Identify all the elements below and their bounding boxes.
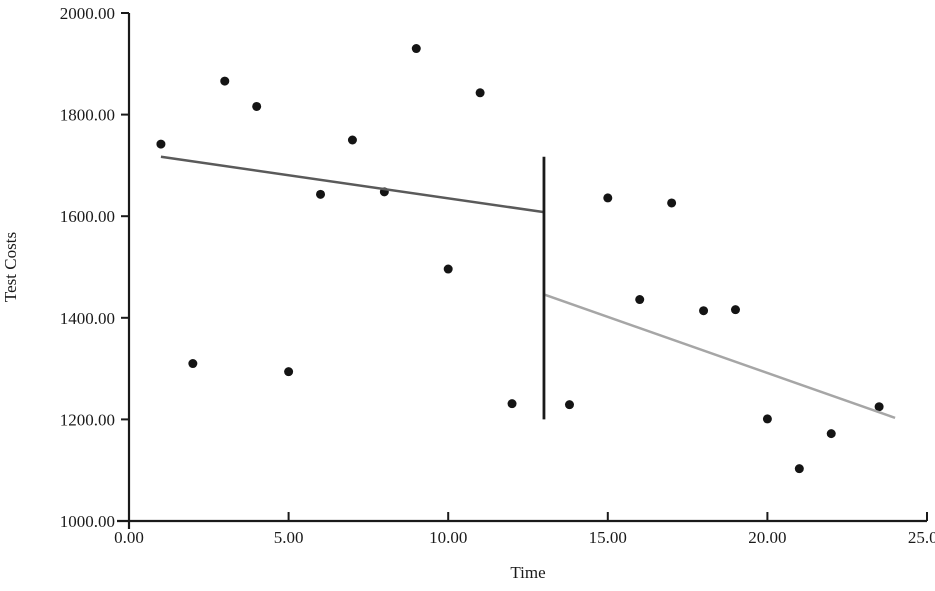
pre-intervention-points-marker	[411, 44, 421, 54]
post-intervention-points-marker	[730, 305, 740, 315]
y-tick-label: 1600.00	[60, 207, 115, 226]
pre-intervention-points-marker	[347, 135, 357, 145]
pre-intervention-points-marker	[252, 101, 262, 111]
x-tick-label: 15.00	[589, 528, 627, 547]
pre-intervention-points-marker	[443, 264, 453, 274]
pre-intervention-points-marker	[188, 359, 198, 369]
post-intervention-trend	[543, 293, 896, 420]
tick-labels: 2000.00 1800.00 1600.00 1400.00 1200.00 1000.…	[60, 4, 935, 547]
pre-intervention-points-marker	[507, 399, 517, 409]
post-intervention-points-marker	[874, 402, 884, 412]
y-tick-label: 1000.00	[60, 512, 115, 531]
pre-intervention-points-marker	[475, 88, 485, 98]
y-tick-label: 2000.00	[60, 4, 115, 23]
x-tick-label: 25.00	[908, 528, 935, 547]
post-intervention-points-marker	[762, 414, 772, 424]
post-intervention-points-marker	[603, 193, 613, 203]
y-axis-title: Test Costs	[1, 232, 20, 302]
post-intervention-points-marker	[794, 464, 804, 474]
x-tick-label: 20.00	[748, 528, 786, 547]
y-tick-label: 1800.00	[60, 106, 115, 125]
pre-intervention-points-marker	[220, 76, 230, 86]
y-tick-label: 1400.00	[60, 309, 115, 328]
post-intervention-points-marker	[564, 400, 574, 410]
axes	[117, 13, 927, 529]
pre-intervention-points-marker	[156, 139, 166, 149]
pre-intervention-points-marker	[316, 189, 326, 199]
data-series	[156, 44, 896, 474]
axis-ticks	[121, 12, 928, 522]
x-tick-label: 10.00	[429, 528, 467, 547]
pre-intervention-trend	[160, 155, 545, 214]
post-intervention-points-marker	[635, 295, 645, 305]
x-tick-label: 0.00	[114, 528, 144, 547]
y-tick-label: 1200.00	[60, 410, 115, 429]
pre-intervention-points-marker	[284, 367, 294, 377]
post-intervention-points-marker	[699, 306, 709, 316]
post-intervention-points-marker	[826, 429, 836, 439]
x-tick-label: 5.00	[274, 528, 304, 547]
x-axis-title: Time	[510, 563, 545, 582]
post-intervention-points-marker	[667, 198, 677, 208]
